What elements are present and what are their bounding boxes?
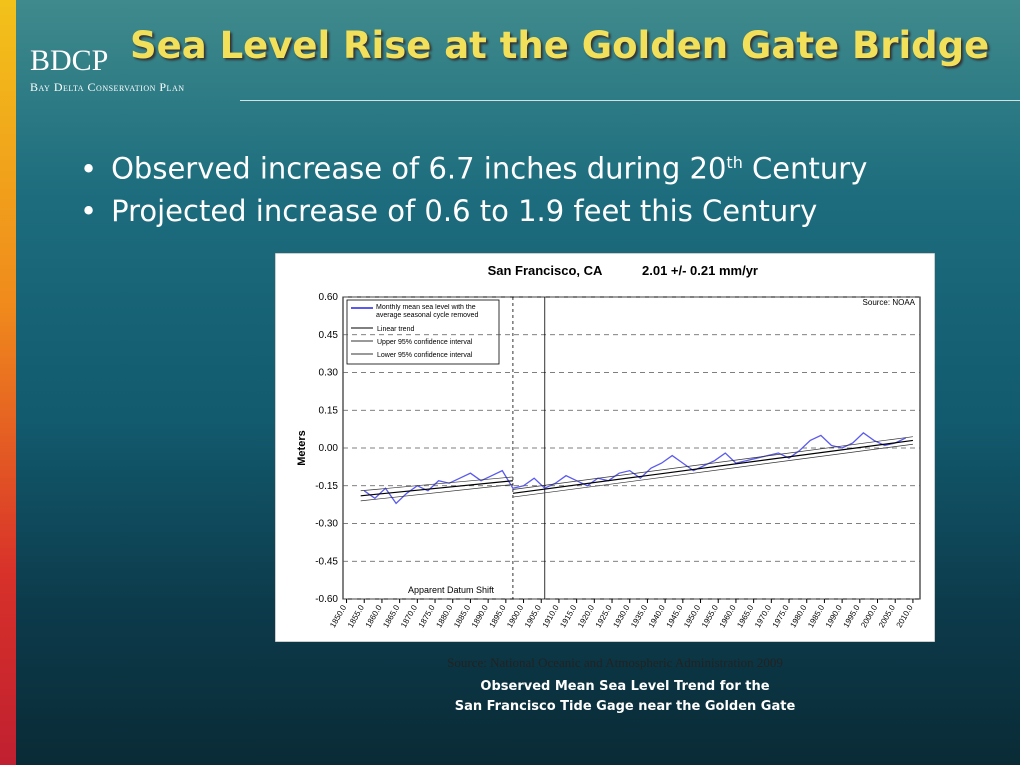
chart-title: San Francisco, CA xyxy=(488,263,603,278)
annotation: Apparent Datum Shift xyxy=(408,585,495,595)
y-tick-label: 0.30 xyxy=(319,368,339,379)
bullet-text: Projected increase of 0.6 to 1.9 feet th… xyxy=(111,193,818,228)
caption: San Francisco Tide Gage near the Golden … xyxy=(454,699,796,714)
data-line xyxy=(363,432,907,505)
legend-label: Lower 95% confidence interval xyxy=(377,352,473,359)
slide-title: Sea Level Rise at the Golden Gate Bridge xyxy=(130,24,990,67)
trend-line xyxy=(360,484,513,502)
legend xyxy=(346,299,500,365)
accent-strip xyxy=(0,0,16,765)
y-tick-label: 0.60 xyxy=(319,292,339,303)
bullet-text: Observed increase of 6.7 inches during 2… xyxy=(111,151,727,186)
legend-label: Upper 95% confidence interval xyxy=(377,339,473,346)
organization: Bay Delta Conservation Plan xyxy=(30,80,185,94)
y-tick-label: -0.60 xyxy=(315,594,338,605)
y-tick-label: -0.45 xyxy=(315,556,338,567)
legend-label: Monthly mean sea level with the average … xyxy=(376,304,479,319)
chart-subtitle: 2.01 +/- 0.21 mm/yr xyxy=(642,263,758,278)
logo: BDCP xyxy=(30,44,109,77)
y-tick-label: 0.00 xyxy=(319,443,339,454)
y-tick-label: -0.30 xyxy=(315,519,338,530)
trend-line xyxy=(512,436,913,490)
trend-line xyxy=(360,476,513,492)
divider xyxy=(240,100,1020,101)
trend-line xyxy=(360,480,513,497)
superscript: th xyxy=(726,153,743,172)
legend-label: Linear trend xyxy=(377,326,414,333)
trend-line xyxy=(512,439,913,494)
source: Source: National Oceanic and Atmospheric… xyxy=(447,655,783,670)
trend-line xyxy=(512,443,913,498)
bullet: Projected increase of 0.6 to 1.9 feet th… xyxy=(80,190,867,232)
bullet-list: Observed increase of 6.7 inches during 2… xyxy=(80,142,867,232)
source-note: Source: NOAA xyxy=(863,298,916,307)
bullet-text: Century xyxy=(742,151,868,186)
y-tick-label: 0.15 xyxy=(319,405,339,416)
bullet: Observed increase of 6.7 inches during 2… xyxy=(80,142,867,190)
caption: Observed Mean Sea Level Trend for the xyxy=(480,679,770,694)
chart: San Francisco, CA 2.01 +/- 0.21 mm/yr So… xyxy=(275,253,935,642)
y-tick-label: -0.15 xyxy=(315,481,338,492)
y-axis-label: Meters xyxy=(296,430,308,465)
legend-label-box: Monthly mean sea level with the average … xyxy=(376,304,479,319)
y-tick-label: 0.45 xyxy=(319,330,339,341)
